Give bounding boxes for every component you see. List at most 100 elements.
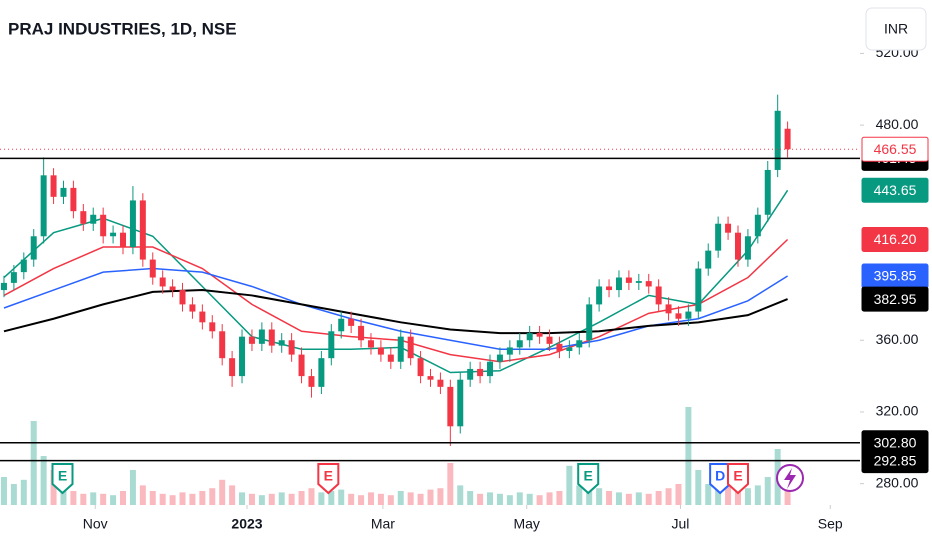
candle-body <box>20 259 27 273</box>
candle-body <box>764 169 771 215</box>
candle-body <box>546 336 553 344</box>
volume-bar <box>308 488 315 505</box>
candle-body <box>338 318 345 332</box>
volume-bar <box>229 485 236 505</box>
volume-bar <box>546 492 553 505</box>
volume-bar <box>705 484 712 505</box>
candle-body <box>80 211 87 224</box>
volume-bar <box>358 495 365 505</box>
candle-body <box>328 331 335 359</box>
candle-body <box>596 286 603 305</box>
event-label[interactable]: E <box>733 468 742 484</box>
candle-body <box>209 322 216 332</box>
event-label[interactable]: D <box>715 468 725 484</box>
volume-bar <box>60 488 67 505</box>
candle-body <box>169 286 176 291</box>
event-label[interactable]: E <box>584 468 593 484</box>
candle-body <box>774 110 781 170</box>
lightning-icon[interactable] <box>776 464 804 492</box>
volume-bar <box>110 495 117 505</box>
volume-bar <box>129 470 136 505</box>
volume-bar <box>298 491 305 505</box>
volume-bar <box>437 488 444 505</box>
candle-body <box>397 336 404 362</box>
volume-bar <box>764 477 771 505</box>
candle-body <box>447 386 454 427</box>
lightning[interactable] <box>784 468 796 489</box>
volume-bar <box>328 491 335 505</box>
candle-body <box>516 340 523 348</box>
candle-body <box>298 354 305 377</box>
volume-bar <box>30 421 37 505</box>
event-badge[interactable] <box>577 463 600 495</box>
event-badge[interactable] <box>317 463 340 495</box>
volume-bar <box>566 465 573 505</box>
price-label: 395.85 <box>874 268 917 284</box>
volume-bar <box>397 491 404 505</box>
candle-body <box>715 223 722 251</box>
volume-bar <box>70 491 77 505</box>
candle-body <box>467 368 474 380</box>
candle-body <box>50 175 57 197</box>
candle-body <box>139 200 146 260</box>
candle-body <box>556 343 563 352</box>
volume-bar <box>119 491 126 505</box>
candle-body <box>506 347 513 355</box>
event-badge[interactable] <box>51 463 74 495</box>
volume-bar <box>268 493 275 505</box>
candle-body <box>705 250 712 269</box>
event-marker[interactable]: E <box>317 463 340 495</box>
event-badge[interactable] <box>726 463 749 495</box>
event-label[interactable]: E <box>58 468 67 484</box>
candle-body <box>0 282 7 291</box>
volume-bar <box>427 489 434 505</box>
candle-body <box>665 304 672 314</box>
volume-bar <box>496 493 503 505</box>
event-badge[interactable] <box>709 463 732 495</box>
moving-average <box>3 289 788 335</box>
candle-body <box>635 281 642 283</box>
x-tick-label: Jul <box>672 516 690 532</box>
candle-body <box>358 325 365 341</box>
candle-body <box>179 290 186 305</box>
volume-bar <box>715 488 722 505</box>
volume-bar <box>487 492 494 505</box>
currency-box[interactable] <box>865 7 927 51</box>
price-label: 416.20 <box>874 231 917 247</box>
event-marker[interactable]: E <box>726 463 749 495</box>
candle-body <box>318 358 325 387</box>
volume-bar <box>635 492 642 505</box>
candle-body <box>566 347 573 352</box>
x-tick-label: 2023 <box>231 516 262 532</box>
candle-body <box>239 336 246 377</box>
price-label-box <box>861 227 929 253</box>
event-marker[interactable]: D <box>709 463 732 495</box>
plot: Nov 2023 Mar May Jul Sep <box>0 52 864 532</box>
candle-body <box>387 354 394 362</box>
volume-bar <box>209 488 216 505</box>
candle-body <box>675 313 682 319</box>
chart-title: PRAJ INDUSTRIES, 1D, NSE <box>8 19 237 38</box>
event-label[interactable]: E <box>324 468 333 484</box>
candle-body <box>229 358 236 377</box>
candle-body <box>655 286 662 305</box>
price-label-box <box>861 177 929 203</box>
candle-body <box>70 187 77 212</box>
volume-bar <box>149 491 156 505</box>
volume-bar <box>169 495 176 505</box>
volume-bar <box>20 479 27 505</box>
candle-body <box>119 232 126 248</box>
candle-body <box>457 379 464 427</box>
event-marker[interactable]: E <box>577 463 600 495</box>
candle-body <box>199 311 206 323</box>
currency[interactable]: INR <box>884 21 908 37</box>
price-label: 302.80 <box>874 434 917 450</box>
volume-bar <box>377 493 384 505</box>
candle-body <box>100 214 107 237</box>
candle-body <box>30 236 37 260</box>
candle-body <box>40 175 47 237</box>
event-marker[interactable]: E <box>51 463 74 495</box>
candle-body <box>268 329 275 346</box>
volume-bar <box>457 485 464 505</box>
